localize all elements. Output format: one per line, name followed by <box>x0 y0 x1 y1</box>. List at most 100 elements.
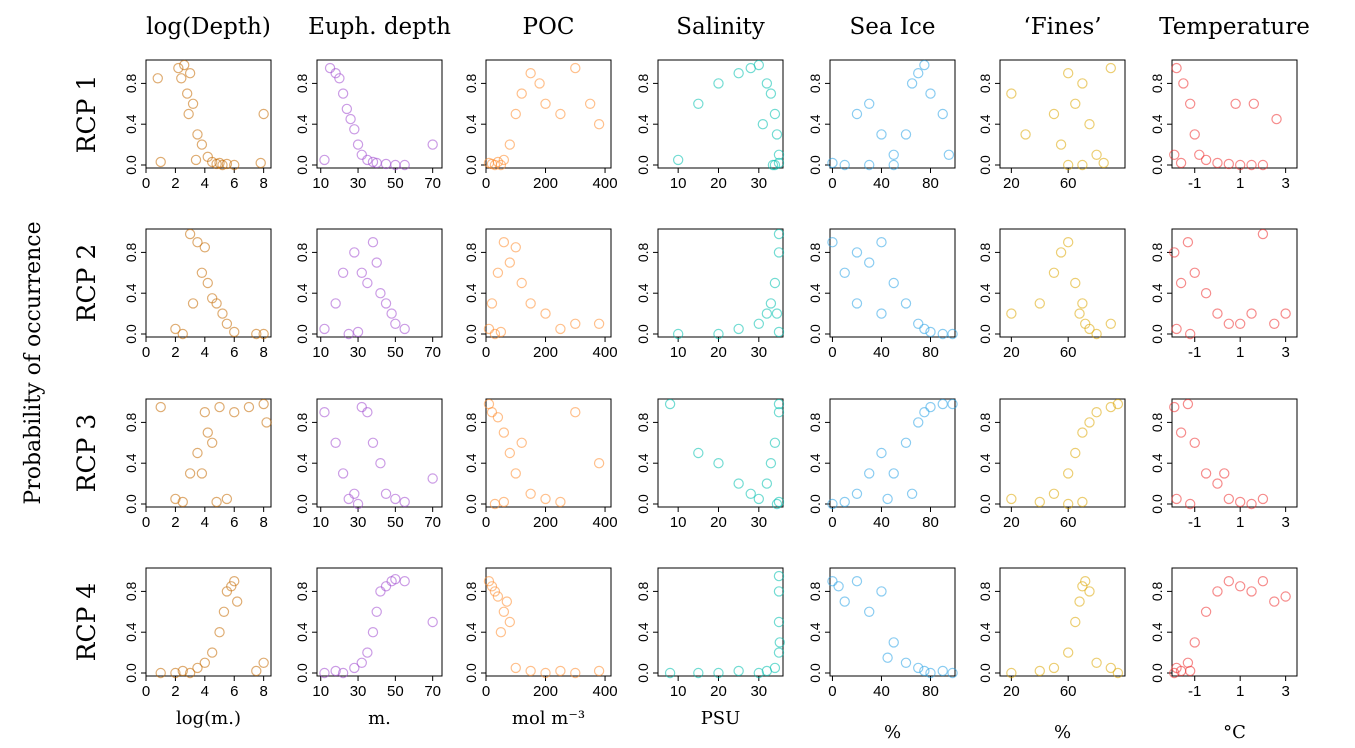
y-tick-label: 0.8 <box>635 242 651 262</box>
x-tick-label: 40 <box>873 683 890 700</box>
x-tick-label: 0 <box>828 175 836 192</box>
x-tick-label: 50 <box>387 514 404 531</box>
x-tick-label: -1 <box>1188 683 1201 700</box>
data-point <box>334 73 345 84</box>
data-point <box>1184 498 1196 510</box>
x-tick-label: 40 <box>873 514 890 531</box>
data-point <box>773 616 785 628</box>
x-tick-label: 30 <box>750 175 767 192</box>
data-point <box>498 427 510 438</box>
column-title: Euph. depth <box>308 14 451 40</box>
data-point <box>1169 149 1180 160</box>
data-point <box>1084 586 1095 597</box>
data-point <box>492 591 504 602</box>
data-point <box>1105 401 1116 413</box>
x-tick-label: 3 <box>1281 344 1289 361</box>
data-point <box>1212 478 1223 489</box>
data-point <box>1070 98 1081 110</box>
data-point <box>390 493 401 505</box>
data-point <box>919 323 930 335</box>
data-point <box>184 67 196 79</box>
data-point <box>498 154 510 166</box>
data-point <box>1171 662 1182 674</box>
data-point <box>570 62 581 74</box>
data-point <box>1234 159 1246 171</box>
data-point <box>593 458 605 469</box>
row-label: RCP 3 <box>72 414 101 493</box>
data-point <box>839 159 850 171</box>
data-point <box>1223 576 1235 587</box>
data-point <box>155 156 166 168</box>
x-tick-label: 20 <box>710 344 727 361</box>
row-label: RCP 4 <box>72 583 101 662</box>
data-point <box>337 267 349 278</box>
panel-frame <box>145 567 272 677</box>
data-point <box>713 78 724 89</box>
data-point <box>900 657 912 669</box>
data-point <box>206 437 218 448</box>
y-tick-label: 0.8 <box>635 73 651 93</box>
data-point <box>876 447 887 459</box>
data-point <box>540 493 551 505</box>
x-tick-label: 8 <box>259 344 267 361</box>
data-point <box>876 129 887 140</box>
y-tick-label: 0.4 <box>1149 622 1165 642</box>
data-point <box>510 468 521 479</box>
data-point <box>498 236 510 248</box>
data-point <box>367 236 379 248</box>
data-point <box>1169 667 1180 679</box>
y-tick-label: 0.0 <box>1149 663 1165 683</box>
data-point <box>199 242 211 253</box>
y-tick-label: 0.8 <box>463 412 479 432</box>
data-point <box>555 496 566 508</box>
data-point <box>427 139 438 150</box>
data-point <box>504 616 516 628</box>
y-tick-label: 0.4 <box>294 622 310 642</box>
data-point <box>221 158 233 170</box>
data-point <box>757 118 769 130</box>
x-tick-label: 200 <box>533 175 558 192</box>
data-point <box>753 318 765 329</box>
x-tick-label: 0 <box>142 175 150 192</box>
data-point <box>498 496 510 508</box>
data-point <box>1212 157 1223 169</box>
x-tick-label: 400 <box>593 344 618 361</box>
y-tick-label: 0.8 <box>977 73 993 93</box>
data-point <box>913 318 924 329</box>
x-tick-label: 30 <box>350 344 367 361</box>
data-point <box>170 667 181 679</box>
data-point <box>319 323 330 335</box>
data-point <box>356 267 367 278</box>
x-tick-label: 30 <box>750 344 767 361</box>
panel-frame <box>316 567 443 677</box>
x-unit-label: m. <box>368 708 391 729</box>
panel-frame <box>829 567 956 677</box>
data-point <box>876 586 887 597</box>
data-point <box>1212 308 1223 319</box>
x-tick-label: 40 <box>873 344 890 361</box>
data-point <box>1091 149 1102 160</box>
panel-frame <box>999 398 1126 508</box>
data-point <box>876 308 887 319</box>
data-point <box>1200 288 1212 299</box>
y-tick-label: 0.4 <box>1149 114 1165 134</box>
data-point <box>375 458 386 469</box>
data-point <box>1223 158 1235 170</box>
data-point <box>1077 298 1088 309</box>
data-point <box>925 667 936 679</box>
data-point <box>324 62 336 74</box>
data-point <box>1084 323 1095 335</box>
x-tick-label: 70 <box>424 344 441 361</box>
panel-frame <box>316 228 443 338</box>
column-title: Sea Ice <box>850 14 936 40</box>
y-tick-label: 0.0 <box>123 155 139 175</box>
column-title: log(Depth) <box>146 14 271 40</box>
data-point <box>399 576 410 587</box>
data-point <box>1175 427 1187 438</box>
data-point <box>255 157 266 169</box>
y-tick-label: 0.8 <box>463 581 479 601</box>
x-tick-label: 20 <box>710 514 727 531</box>
data-point <box>516 277 527 289</box>
panel-frame <box>657 567 784 677</box>
data-point <box>593 318 605 329</box>
